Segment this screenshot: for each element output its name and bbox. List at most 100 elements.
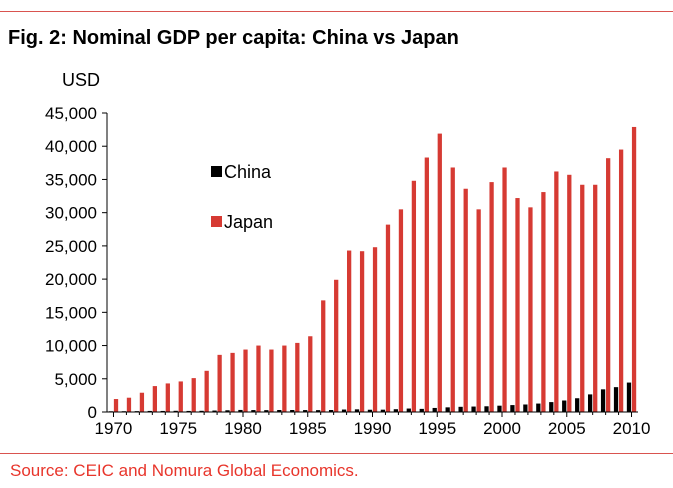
x-tick-label: 2005 <box>548 419 586 438</box>
bar-china-1990 <box>367 409 373 412</box>
bar-japan-1993 <box>411 180 417 412</box>
bar-japan-1979 <box>230 352 235 412</box>
bar-china-1984 <box>290 410 295 412</box>
y-tick-label: 40,000 <box>45 137 97 156</box>
bar-japan-1971 <box>126 397 132 412</box>
bar-china-1993 <box>406 408 411 412</box>
y-tick-label: 35,000 <box>45 170 97 189</box>
y-tick-label: 30,000 <box>45 204 97 223</box>
bar-japan-2004 <box>554 171 559 412</box>
bar-china-2008 <box>600 389 606 412</box>
bar-china-1999 <box>484 406 489 412</box>
bar-japan-2010 <box>631 126 637 412</box>
bar-china-1989 <box>354 409 360 412</box>
bar-japan-2000 <box>502 167 507 412</box>
bar-china-1997 <box>458 406 463 412</box>
x-axis: 1970 1975 1980 1985 1990 1995 2000 2005 2010 <box>95 412 651 438</box>
legend-swatch-japan <box>211 216 222 227</box>
bar-japan-1996 <box>450 167 455 412</box>
bar-japan-1987 <box>334 279 339 412</box>
bar-japan-1981 <box>256 345 261 412</box>
bar-japan-1972 <box>139 392 145 412</box>
bar-japan-2005 <box>567 174 572 412</box>
bar-china-1978 <box>212 410 217 412</box>
bar-japan-1991 <box>385 224 391 412</box>
x-tick-label: 1990 <box>354 419 392 438</box>
y-tick-label: 45,000 <box>45 104 97 123</box>
bar-china-1996 <box>445 407 450 412</box>
bar-japan-2001 <box>515 198 520 412</box>
bottom-divider <box>0 453 673 454</box>
bar-japan-1980 <box>243 349 248 412</box>
bar-china-1979 <box>225 410 230 412</box>
bar-china-1977 <box>199 410 204 412</box>
bar-japan-2003 <box>541 192 546 412</box>
bar-japan-1989 <box>359 251 365 412</box>
bar-china-1981 <box>251 410 256 412</box>
bar-china-1974 <box>160 410 165 412</box>
x-tick-label: 2000 <box>483 419 521 438</box>
bar-japan-2009 <box>618 149 624 413</box>
x-tick-label: 1995 <box>418 419 456 438</box>
bar-china-1987 <box>328 410 334 412</box>
bar-china-1998 <box>471 406 476 412</box>
y-tick-label: 0 <box>88 403 97 422</box>
bar-japan-1970 <box>113 399 119 412</box>
legend-swatch-china <box>211 166 222 177</box>
bar-china-2000 <box>497 405 502 412</box>
bar-china-1994 <box>419 408 424 412</box>
chart-legend: China Japan <box>211 162 273 232</box>
bar-china-2002 <box>523 404 528 412</box>
y-axis: 0 5,000 10,000 15,000 20,000 25,000 30,000 35,0… <box>45 104 107 422</box>
bar-japan-1992 <box>398 209 404 412</box>
bar-japan-1975 <box>178 381 183 412</box>
bar-japan-1973 <box>152 386 158 412</box>
bar-china-1985 <box>303 410 308 412</box>
y-tick-label: 10,000 <box>45 337 97 356</box>
bar-japan-1974 <box>165 383 170 412</box>
bar-china-2007 <box>587 394 593 412</box>
y-tick-label: 5,000 <box>54 370 97 389</box>
bar-japan-1976 <box>191 378 196 412</box>
bar-japan-1985 <box>308 336 313 412</box>
y-tick-label: 20,000 <box>45 270 97 289</box>
bar-china-1975 <box>173 410 178 412</box>
x-tick-label: 1975 <box>159 419 197 438</box>
bar-china-2001 <box>510 405 515 412</box>
bar-china-1995 <box>432 407 437 412</box>
y-tick-label: 25,000 <box>45 237 97 256</box>
bar-japan-1995 <box>437 133 442 412</box>
bar-china-2006 <box>575 398 580 412</box>
bar-japan-2002 <box>528 207 533 412</box>
bar-japan-2007 <box>593 184 598 412</box>
bar-china-1992 <box>393 409 399 412</box>
bar-japan-1997 <box>463 188 468 412</box>
bar-china-2010 <box>626 382 632 412</box>
y-axis-unit-label: USD <box>62 70 100 90</box>
bar-china-1983 <box>277 410 282 412</box>
bar-china-2005 <box>562 400 567 412</box>
bar-china-1986 <box>316 410 321 412</box>
bar-china-1982 <box>264 410 269 412</box>
legend-label-japan: Japan <box>224 212 273 232</box>
bar-japan-1982 <box>269 349 274 412</box>
x-tick-label: 1985 <box>289 419 327 438</box>
bar-china-1988 <box>341 409 347 412</box>
bar-japan-1999 <box>489 182 494 412</box>
bar-japan-1994 <box>424 157 429 412</box>
bar-china-1973 <box>147 410 152 412</box>
bar-japan-1977 <box>204 370 209 412</box>
x-tick-label: 2010 <box>613 419 651 438</box>
bar-china-1976 <box>186 410 191 412</box>
bar-china-2004 <box>549 402 554 412</box>
chart-bars <box>108 126 637 413</box>
bar-japan-2008 <box>606 158 611 412</box>
bar-japan-1998 <box>476 209 481 412</box>
bar-japan-1990 <box>372 247 378 412</box>
bar-japan-2006 <box>580 184 585 412</box>
x-tick-label: 1970 <box>95 419 133 438</box>
bar-china-1980 <box>238 409 243 412</box>
bar-china-2003 <box>536 403 541 412</box>
y-tick-label: 15,000 <box>45 303 97 322</box>
bar-japan-1984 <box>295 342 300 412</box>
